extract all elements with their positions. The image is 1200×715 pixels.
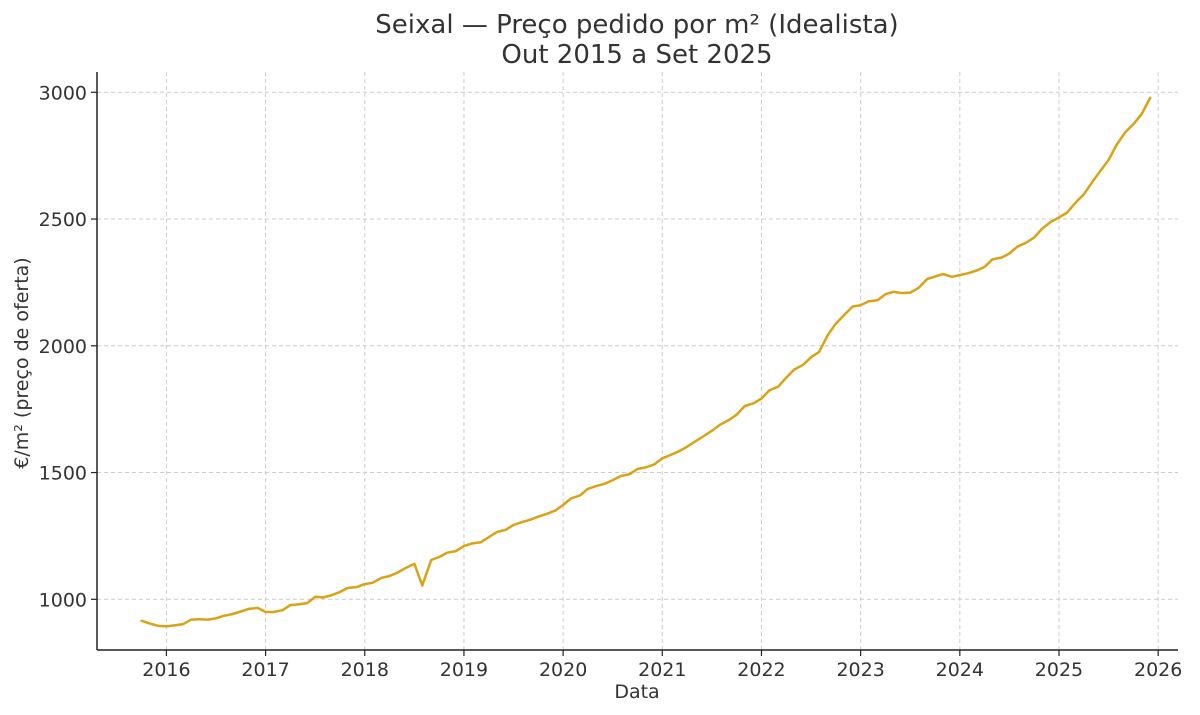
series-line xyxy=(140,96,1152,628)
y-tick-label: 2500 xyxy=(39,209,87,231)
grid xyxy=(97,72,1178,650)
chart-title: Seixal — Preço pedido por m² (Idealista) xyxy=(375,10,898,40)
x-tick-label: 2016 xyxy=(142,659,190,681)
y-axis-label: €/m² (preço de oferta) xyxy=(11,257,33,468)
x-tick-label: 2019 xyxy=(440,659,488,681)
x-axis-label: Data xyxy=(614,681,659,703)
x-tick-label: 2024 xyxy=(936,659,984,681)
x-tick-label: 2021 xyxy=(638,659,686,681)
y-tick-label: 3000 xyxy=(39,82,87,104)
axis-ticks: 2016 2017 2018 2019 2020 2021 2022 2023 2024 2025… xyxy=(39,82,1183,681)
x-tick-label: 2026 xyxy=(1134,659,1182,681)
x-tick-label: 2025 xyxy=(1035,659,1083,681)
x-tick-label: 2020 xyxy=(539,659,587,681)
x-tick-label: 2018 xyxy=(341,659,389,681)
y-tick-label: 2000 xyxy=(39,336,87,358)
y-tick-label: 1000 xyxy=(39,589,87,611)
x-tick-label: 2017 xyxy=(241,659,289,681)
x-tick-label: 2023 xyxy=(836,659,884,681)
y-tick-label: 1500 xyxy=(39,463,87,485)
chart-subtitle: Out 2015 a Set 2025 xyxy=(501,40,772,70)
x-tick-label: 2022 xyxy=(737,659,785,681)
